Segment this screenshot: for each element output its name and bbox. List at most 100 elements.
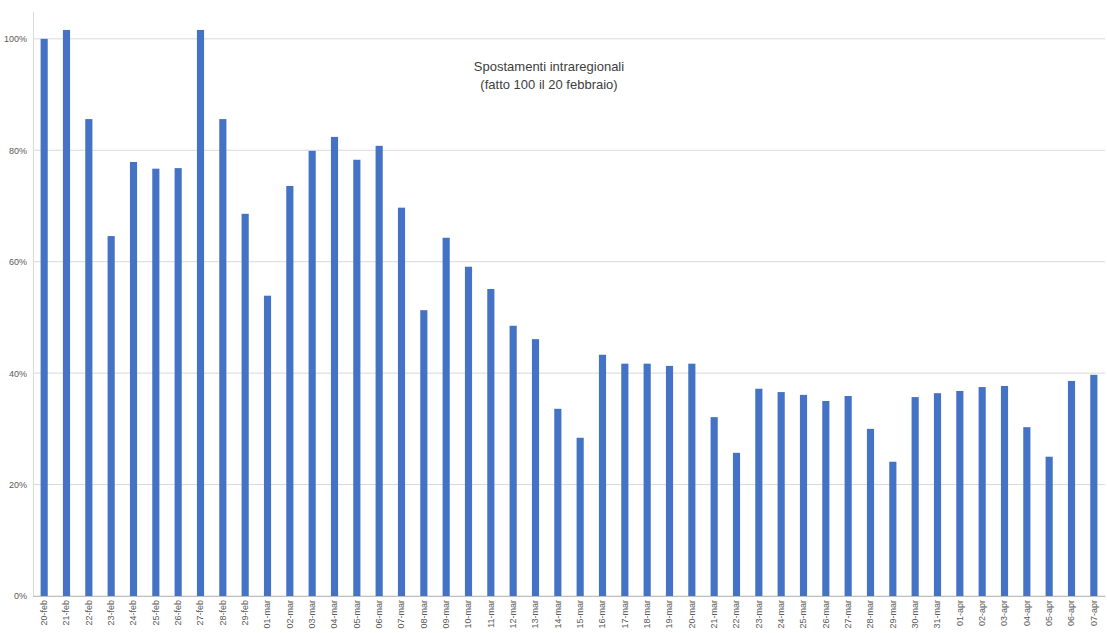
- bar: [621, 364, 628, 596]
- bar: [1046, 457, 1053, 596]
- x-tick: 25-feb: [151, 596, 161, 626]
- x-tick: 13-mar: [530, 596, 540, 629]
- x-tick: 19-mar: [664, 596, 674, 629]
- x-tick-label: 05-apr: [1044, 600, 1054, 626]
- x-tick: 17-mar: [620, 596, 630, 629]
- x-tick: 03-apr: [999, 596, 1009, 626]
- x-tick: 24-mar: [776, 596, 786, 629]
- bar: [510, 326, 517, 596]
- x-tick-label: 25-feb: [151, 600, 161, 626]
- x-tick-label: 29-mar: [888, 600, 898, 629]
- x-tick-label: 30-mar: [910, 600, 920, 629]
- bar: [1090, 375, 1097, 596]
- bar: [487, 289, 494, 596]
- bar: [711, 417, 718, 596]
- x-tick: 22-mar: [731, 596, 741, 629]
- x-tick-label: 12-mar: [508, 600, 518, 629]
- grid-line: [33, 150, 1105, 151]
- x-tick: 06-apr: [1066, 596, 1076, 626]
- x-tick: 03-mar: [307, 596, 317, 629]
- bar: [152, 169, 159, 596]
- x-tick-label: 20-feb: [39, 600, 49, 626]
- x-tick-label: 13-mar: [530, 600, 540, 629]
- x-tick: 10-mar: [463, 596, 473, 629]
- x-tick: 15-mar: [575, 596, 585, 629]
- x-tick: 14-mar: [553, 596, 563, 629]
- bar: [934, 393, 941, 596]
- x-tick-label: 21-mar: [709, 600, 719, 629]
- x-tick-label: 19-mar: [664, 600, 674, 629]
- bar: [845, 396, 852, 596]
- grid-line: [33, 596, 1105, 597]
- x-tick: 25-mar: [798, 596, 808, 629]
- x-tick-label: 25-mar: [798, 600, 808, 629]
- grid-line: [33, 373, 1105, 374]
- grid-line: [33, 38, 1105, 39]
- bar: [264, 296, 271, 596]
- x-tick-label: 20-mar: [687, 600, 697, 629]
- x-tick-label: 03-mar: [307, 600, 317, 629]
- y-tick-label: 20%: [9, 480, 27, 490]
- x-tick-label: 27-mar: [843, 600, 853, 629]
- y-tick-label: 60%: [9, 257, 27, 267]
- x-tick: 04-apr: [1022, 596, 1032, 626]
- bar: [130, 162, 137, 596]
- x-tick: 26-mar: [821, 596, 831, 629]
- bar: [912, 397, 919, 596]
- x-tick-label: 23-mar: [754, 600, 764, 629]
- bar: [1001, 386, 1008, 596]
- bars: [41, 30, 1098, 596]
- x-tick: 07-mar: [396, 596, 406, 629]
- bar: [867, 429, 874, 596]
- x-tick-label: 24-mar: [776, 600, 786, 629]
- bar: [286, 186, 293, 596]
- x-tick: 08-mar: [419, 596, 429, 629]
- title: Spostamenti intraregionali: [474, 59, 624, 74]
- x-tick-label: 28-feb: [218, 600, 228, 626]
- x-tick: 09-mar: [441, 596, 451, 629]
- y-tick: 100%: [4, 34, 33, 44]
- y-tick: 60%: [9, 257, 33, 267]
- x-tick-label: 18-mar: [642, 600, 652, 629]
- x-tick: 31-mar: [932, 596, 942, 629]
- x-tick-label: 24-feb: [128, 600, 138, 626]
- bar: [666, 366, 673, 596]
- bar: [85, 119, 92, 596]
- grid-line: [33, 484, 1105, 485]
- x-tick: 16-mar: [597, 596, 607, 629]
- y-tick: 0%: [14, 591, 33, 601]
- grid: [33, 39, 1105, 596]
- y-axis: 0% 20% 40% 60% 80% 100%: [4, 12, 34, 602]
- bar: [443, 238, 450, 596]
- bar: [755, 389, 762, 596]
- x-tick-label: 07-apr: [1089, 600, 1099, 626]
- x-tick-label: 27-feb: [195, 600, 205, 626]
- x-tick-label: 23-feb: [106, 600, 116, 626]
- x-tick: 02-apr: [977, 596, 987, 626]
- x-tick: 28-mar: [865, 596, 875, 629]
- x-tick: 21-feb: [61, 596, 71, 626]
- bar: [353, 160, 360, 596]
- x-tick: 23-feb: [106, 596, 116, 626]
- bar: [398, 208, 405, 596]
- y-tick: 20%: [9, 480, 33, 490]
- bar: [175, 168, 182, 596]
- x-tick: 07-apr: [1089, 596, 1099, 626]
- x-tick: 05-mar: [352, 596, 362, 629]
- x-tick: 21-mar: [709, 596, 719, 629]
- bar: [242, 214, 249, 596]
- x-tick-label: 01-mar: [262, 600, 272, 629]
- x-tick-label: 22-mar: [731, 600, 741, 629]
- x-tick: 30-mar: [910, 596, 920, 629]
- y-tick: 40%: [9, 369, 33, 379]
- bar: [554, 409, 561, 596]
- bar: [889, 462, 896, 596]
- x-tick: 01-apr: [955, 596, 965, 626]
- bar: [108, 236, 115, 596]
- y-tick: 80%: [9, 146, 33, 156]
- x-tick: 05-apr: [1044, 596, 1054, 626]
- x-tick-label: 06-apr: [1066, 600, 1076, 626]
- x-tick-label: 01-apr: [955, 600, 965, 626]
- x-tick: 27-feb: [195, 596, 205, 626]
- x-tick: 29-feb: [240, 596, 250, 626]
